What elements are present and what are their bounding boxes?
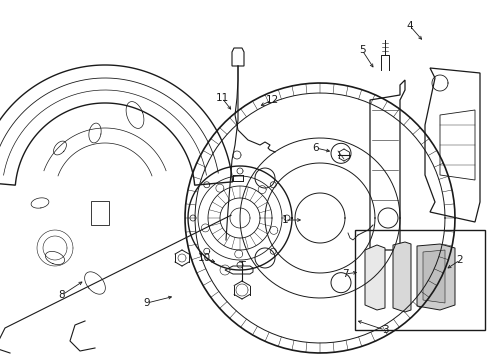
Text: 7: 7 (341, 269, 347, 279)
Polygon shape (392, 242, 410, 312)
Text: 4: 4 (406, 21, 412, 31)
Text: 11: 11 (215, 93, 228, 103)
Text: 9: 9 (143, 298, 150, 308)
Text: 10: 10 (197, 253, 210, 263)
Circle shape (377, 208, 397, 228)
Circle shape (330, 273, 350, 293)
Polygon shape (416, 244, 454, 310)
Text: 6: 6 (312, 143, 319, 153)
Circle shape (254, 168, 274, 188)
Polygon shape (364, 245, 384, 310)
Text: 8: 8 (59, 290, 65, 300)
Text: 2: 2 (456, 255, 462, 265)
Polygon shape (422, 250, 444, 303)
Circle shape (330, 143, 350, 163)
Circle shape (254, 248, 274, 268)
Text: 3: 3 (381, 325, 387, 335)
Text: 1: 1 (281, 215, 288, 225)
Bar (354, 230, 484, 330)
Text: 5: 5 (358, 45, 365, 55)
Text: 12: 12 (265, 95, 278, 105)
